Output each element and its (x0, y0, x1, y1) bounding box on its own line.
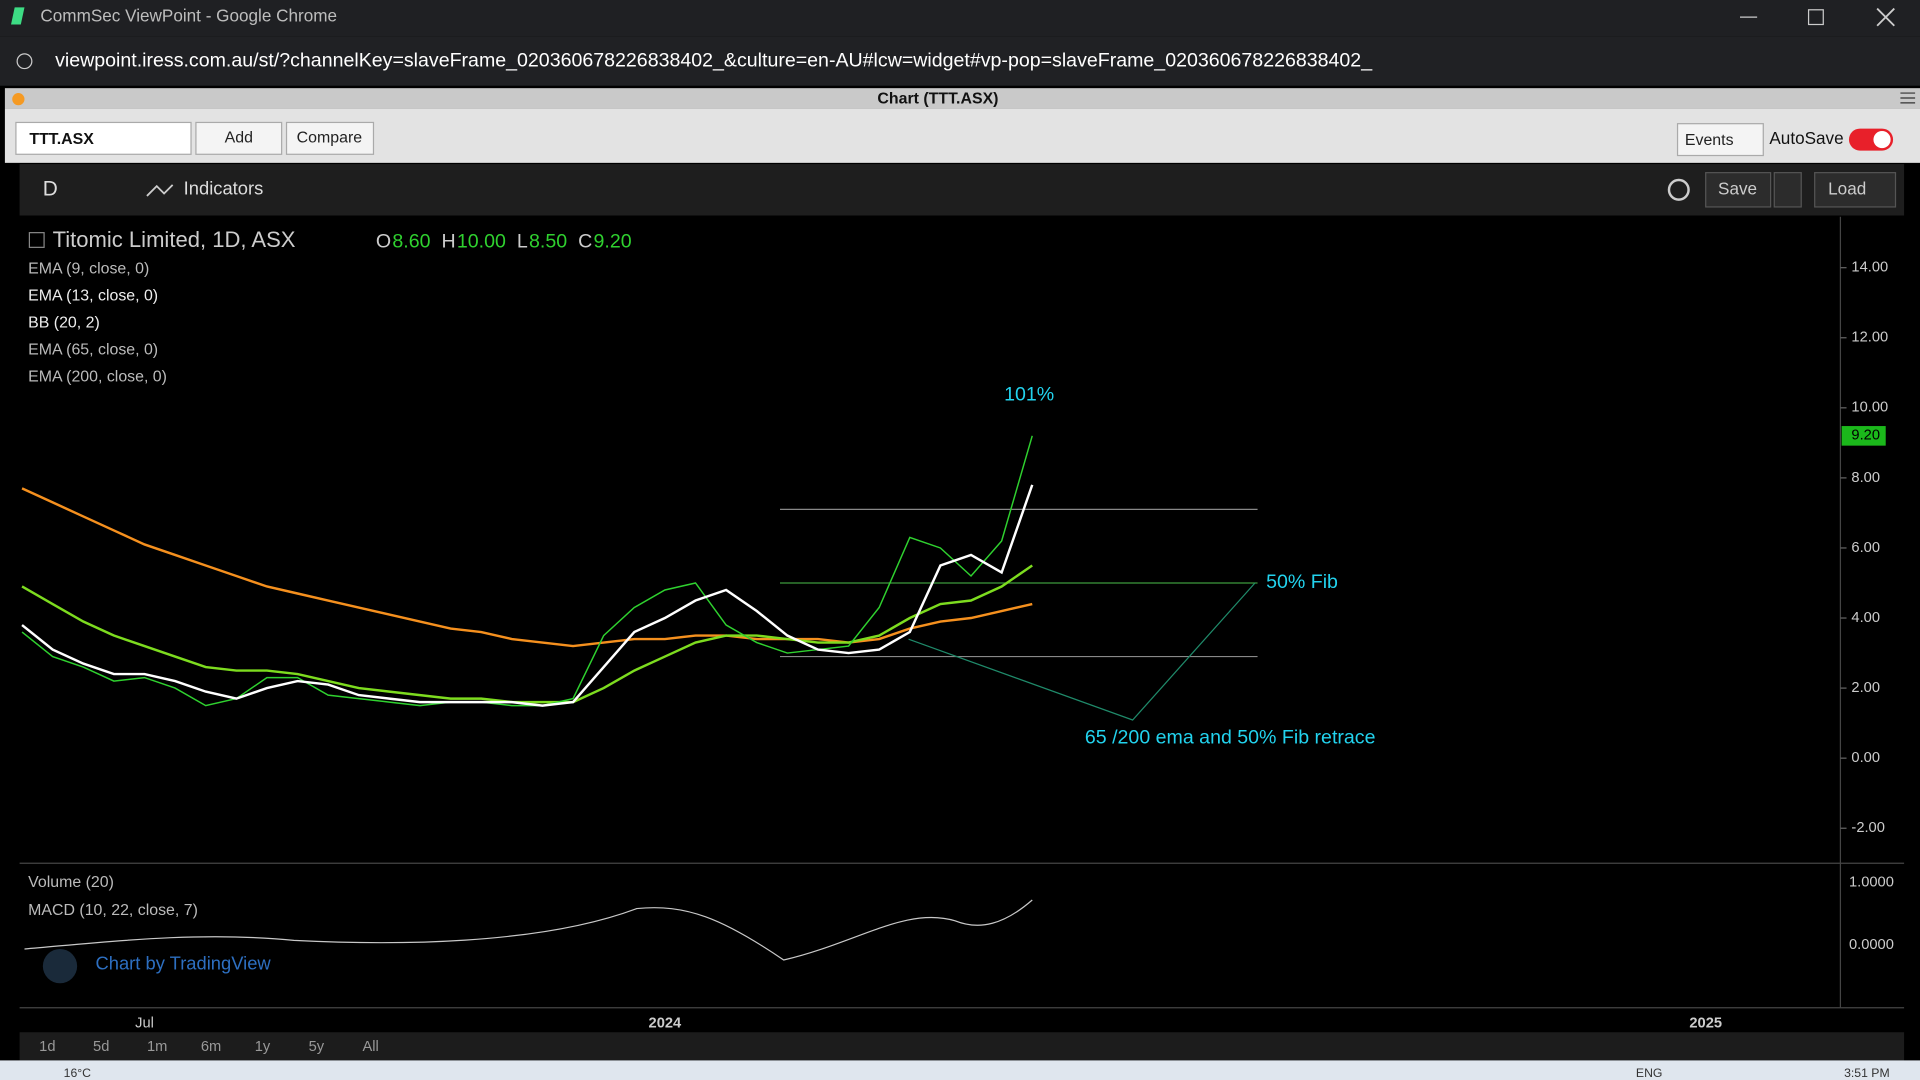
y-tick-label: 10.00 (1851, 400, 1888, 416)
ohlc-key: C (578, 231, 592, 253)
title-bar (0, 0, 1920, 37)
x-tick-label: 2024 (649, 1016, 683, 1032)
ohlc-key: O (376, 231, 391, 253)
range-button[interactable]: 1m (147, 1039, 167, 1055)
indicators-icon (146, 184, 174, 197)
y-tick-label: 4.00 (1851, 610, 1880, 626)
ema-line (21, 484, 1034, 707)
y-tick-label: 6.00 (1851, 540, 1880, 556)
macd-study: MACD (10, 22, close, 7) (28, 902, 198, 919)
watermark: Chart by TradingView (96, 953, 272, 974)
chart-area (19, 216, 1905, 1008)
ohlc-value: 8.50 (529, 231, 567, 253)
legend: EMA (9, close, 0) EMA (13, close, 0) BB (2… (28, 261, 167, 386)
window-title: CommSec ViewPoint - Google Chrome (40, 6, 337, 26)
annotation: 65 /200 ema and 50% Fib retrace (1085, 727, 1376, 749)
annotation: 50% Fib (1266, 571, 1338, 593)
ohlc-key: H (442, 231, 456, 253)
events-label: Events (1685, 132, 1734, 149)
ohlc: O 8.60 H 10.00 L 8.50 C 9.20 (376, 231, 632, 253)
clock: 3:51 PM (1844, 1066, 1890, 1080)
ohlc-value: 10.00 (457, 231, 506, 253)
annotation: 101% (1004, 384, 1054, 406)
study-label: EMA (13, close, 0) (28, 288, 158, 305)
panel-title: Chart (TTT.ASX) (877, 90, 998, 107)
range-button[interactable]: 5y (309, 1039, 325, 1055)
panel-dot (12, 93, 25, 106)
range-button[interactable]: 1y (255, 1039, 271, 1055)
chart-toolbar (19, 164, 1905, 216)
save-button[interactable] (1705, 172, 1772, 208)
study-label: BB (20, 2) (28, 314, 100, 331)
collapse[interactable] (28, 232, 45, 248)
range-bar (19, 1032, 1905, 1061)
study-label: EMA (9, close, 0) (28, 261, 149, 278)
symbol-input[interactable] (15, 121, 192, 155)
price-line (21, 435, 1033, 707)
app-icon (11, 7, 25, 25)
toggle-knob (1873, 131, 1891, 149)
compare-button[interactable] (285, 121, 375, 155)
last-price-label: 9.20 (1851, 428, 1880, 444)
language: ENG (1636, 1066, 1663, 1080)
panel-header (4, 88, 1920, 109)
tv-logo (42, 948, 78, 984)
events-button[interactable] (1676, 123, 1764, 157)
last-price-tag (1841, 426, 1886, 446)
restore[interactable] (1807, 9, 1824, 26)
trend-lines (908, 582, 1256, 721)
load-label: Load (1828, 178, 1866, 198)
close[interactable] (1876, 7, 1895, 27)
range-button[interactable]: 5d (93, 1039, 109, 1055)
compare-label: Compare (297, 130, 363, 147)
x-tick-label: Jul (135, 1016, 154, 1032)
weather: 16°C (64, 1066, 92, 1080)
macd-tick: 0.0000 (1849, 937, 1894, 953)
ohlc-value: 8.60 (392, 231, 430, 253)
site-info[interactable] (16, 53, 33, 70)
ema-line (21, 487, 1033, 648)
range-button[interactable]: 6m (201, 1039, 221, 1055)
volume-study: Volume (20) (28, 874, 114, 891)
address-bar (0, 36, 1920, 86)
ema-line (21, 564, 1033, 704)
symbol-name: Titomic Limited, 1D, ASX (53, 227, 296, 252)
y-tick-label: 8.00 (1851, 470, 1880, 486)
study-label: EMA (200, close, 0) (28, 368, 167, 385)
url[interactable]: viewpoint.iress.com.au/st/?channelKey=sl… (55, 49, 1373, 71)
ranges: 1d 5d 1m 6m 1y 5y All (39, 1039, 379, 1055)
save-label: Save (1718, 178, 1757, 198)
symbol: TTT.ASX (29, 131, 94, 148)
range-button[interactable]: All (362, 1039, 378, 1055)
study-label: EMA (65, close, 0) (28, 341, 158, 358)
add-button[interactable] (195, 121, 283, 155)
y-tick-label: 2.00 (1851, 680, 1880, 696)
settings[interactable] (1667, 178, 1690, 201)
macd-line (24, 899, 1033, 961)
ohlc-value: 9.20 (594, 231, 632, 253)
ohlc-key: L (517, 231, 528, 253)
y-tick-label: -2.00 (1851, 820, 1884, 836)
panel-menu[interactable] (1900, 92, 1916, 104)
y-tick-label: 14.00 (1851, 260, 1888, 276)
add-label: Add (225, 130, 253, 147)
y-tick-label: 12.00 (1851, 330, 1888, 346)
indicators[interactable]: Indicators (184, 178, 264, 199)
macd-tick: 1.0000 (1849, 875, 1894, 891)
y-tick-label: 0.00 (1851, 750, 1880, 766)
autosave-label: AutoSave (1769, 128, 1843, 148)
taskbar (0, 1060, 1920, 1080)
x-tick-label: 2025 (1689, 1016, 1722, 1032)
range-button[interactable]: 1d (39, 1039, 55, 1055)
save-menu[interactable] (1773, 172, 1802, 208)
load-button[interactable] (1814, 172, 1897, 208)
interval[interactable]: D (43, 177, 58, 200)
